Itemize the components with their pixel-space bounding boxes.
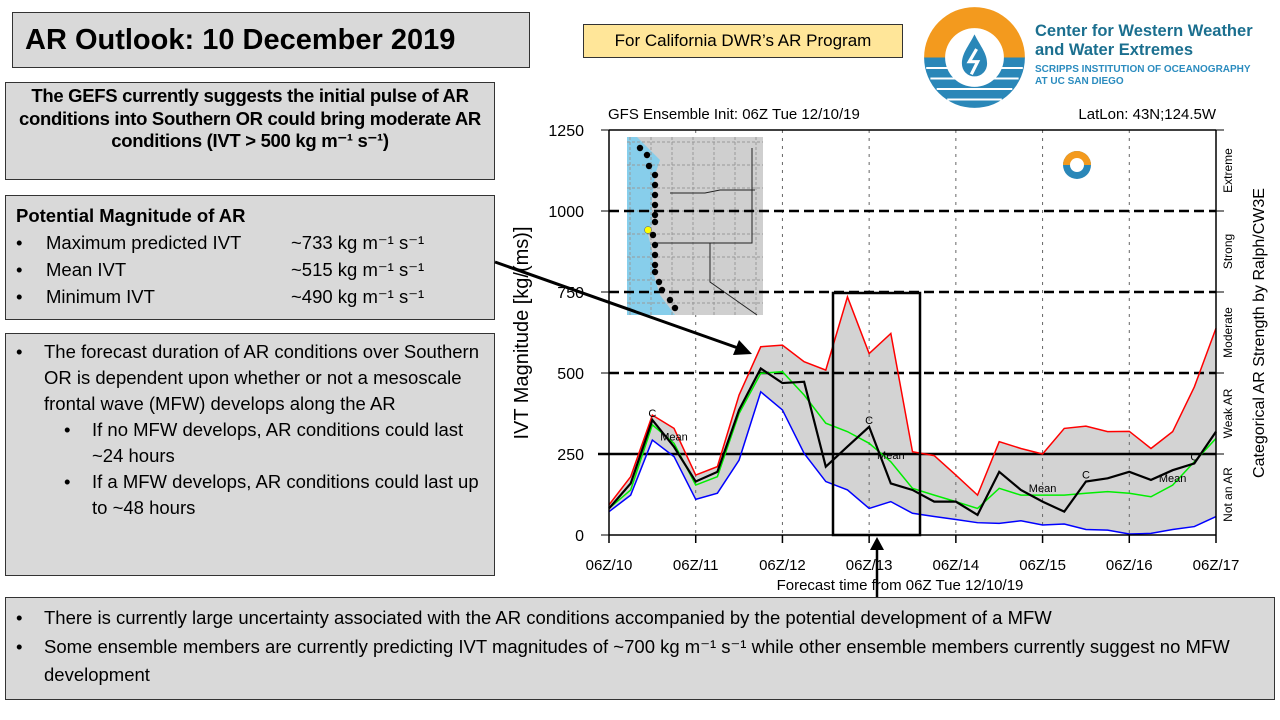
uncertainty-bullet: Some ensemble members are currently pred… [44, 635, 1230, 686]
y-tick-label: 1000 [548, 204, 584, 221]
category-label: Not an AR [1221, 467, 1235, 522]
duration-sub-bullet: If no MFW develops, AR conditions could … [92, 419, 464, 466]
uncertainty-bullet: There is currently large uncertainty ass… [44, 607, 1052, 628]
logo-text: Center for Western Weather and Water Ext… [1035, 22, 1253, 88]
series-inline-label: Mean [877, 450, 905, 462]
map-station-dot [651, 191, 659, 199]
x-tick-label: 06Z/13 [846, 557, 893, 574]
map-station-dot [643, 151, 651, 159]
arrowhead [733, 340, 752, 355]
map-inset-ocean [627, 137, 675, 315]
summary-box: The GEFS currently suggests the initial … [5, 82, 495, 180]
x-tick-label: 06Z/10 [586, 557, 633, 574]
series-line-c [608, 366, 1217, 517]
map-station-dot [651, 218, 659, 226]
row-label: Mean IVT [46, 259, 127, 280]
series-inline-label: C [648, 408, 656, 420]
x-tick-label: 06Z/12 [759, 557, 806, 574]
x-tick-label: 06Z/15 [1019, 557, 1066, 574]
slide-title: AR Outlook: 10 December 2019 [12, 12, 530, 68]
map-station-dot [645, 162, 653, 170]
category-label: Strong [1221, 234, 1235, 269]
y-tick-label: 250 [557, 447, 584, 464]
y-axis-label: IVT Magnitude [kg/(ms)] [511, 226, 533, 439]
series-line-mean [608, 370, 1217, 510]
row-value: ~490 kg m⁻¹ s⁻¹ [291, 286, 425, 307]
duration-box: • The forecast duration of AR conditions … [5, 333, 495, 576]
ensemble-spread [609, 296, 1216, 535]
mini-logo-top [1063, 151, 1091, 165]
map-station-dot [651, 171, 659, 179]
series-inline-label: C [1082, 470, 1090, 482]
category-label: Weak AR [1221, 388, 1235, 438]
pointer-arrow [494, 260, 739, 350]
highlight-box [831, 291, 922, 537]
category-label: Moderate [1221, 307, 1235, 358]
category-label: Extreme [1221, 148, 1235, 193]
map-station-dot [671, 304, 679, 312]
arrowhead-up [870, 537, 884, 550]
series-inline-label: Mean [660, 431, 688, 443]
map-station-dot [651, 181, 659, 189]
magnitude-row: • Mean IVT ~515 kg m⁻¹ s⁻¹ [16, 256, 484, 283]
y-tick-label: 1250 [548, 123, 584, 140]
row-value: ~515 kg m⁻¹ s⁻¹ [291, 259, 425, 280]
magnitude-row: • Minimum IVT ~490 kg m⁻¹ s⁻¹ [16, 283, 484, 310]
y-tick-label: 0 [575, 528, 584, 545]
logo-line2: and Water Extremes [1035, 41, 1194, 59]
cw3e-logo [924, 7, 1025, 108]
map-station-dot [651, 241, 659, 249]
series-inline-label: C [1190, 451, 1198, 463]
series-inline-label: Mean [1029, 483, 1057, 495]
map-station-dot [651, 211, 659, 219]
row-value: ~733 kg m⁻¹ s⁻¹ [291, 232, 425, 253]
map-inset-land [627, 137, 763, 315]
x-tick-label: 06Z/17 [1193, 557, 1240, 574]
x-tick-label: 06Z/16 [1106, 557, 1153, 574]
chart-title: GFS Ensemble Init: 06Z Tue 12/10/19 [608, 106, 860, 123]
duration-sub-bullet: If a MFW develops, AR conditions could l… [92, 471, 479, 518]
map-station-dot [655, 278, 663, 286]
map-station-dot [651, 201, 659, 209]
map-state-borders [655, 148, 758, 316]
series-inline-label: C [865, 415, 873, 427]
map-station-dot [636, 144, 644, 152]
magnitude-heading: Potential Magnitude of AR [16, 205, 246, 226]
right-axis-label: Categorical AR Strength by Ralph/CW3E [1251, 188, 1268, 478]
series-inline-label: Mean [1159, 473, 1187, 485]
map-station-dot [666, 296, 674, 304]
mini-logo-icon [1063, 151, 1091, 179]
map-station-dot [651, 268, 659, 276]
map-selected-location [644, 226, 652, 234]
duration-bullet: The forecast duration of AR conditions o… [44, 341, 480, 414]
uncertainty-box: • There is currently large uncertainty as… [5, 597, 1275, 700]
map-station-dot [649, 231, 657, 239]
program-tag: For California DWR’s AR Program [583, 24, 903, 58]
map-station-dot [651, 251, 659, 259]
logo-line1: Center for Western Weather [1035, 22, 1253, 40]
series-line-min [608, 390, 1217, 535]
map-station-dot [658, 286, 666, 294]
map-station-dot [651, 261, 659, 269]
x-axis-label: Forecast time from 06Z Tue 12/10/19 [777, 577, 1024, 594]
y-tick-label: 500 [557, 366, 584, 383]
logo-line4: AT UC SAN DIEGO [1035, 76, 1124, 87]
mini-logo-center [1070, 158, 1084, 172]
y-tick-label: 750 [557, 285, 584, 302]
chart-location: LatLon: 43N;124.5W [1078, 106, 1216, 123]
magnitude-box: Potential Magnitude of AR • Maximum predi… [5, 195, 495, 320]
x-tick-label: 06Z/11 [673, 557, 719, 574]
row-label: Maximum predicted IVT [46, 232, 242, 253]
series-line-max [608, 294, 1217, 506]
x-tick-label: 06Z/14 [933, 557, 980, 574]
magnitude-row: • Maximum predicted IVT ~733 kg m⁻¹ s⁻¹ [16, 229, 484, 256]
row-label: Minimum IVT [46, 286, 155, 307]
logo-line3: SCRIPPS INSTITUTION OF OCEANOGRAPHY [1035, 64, 1251, 75]
